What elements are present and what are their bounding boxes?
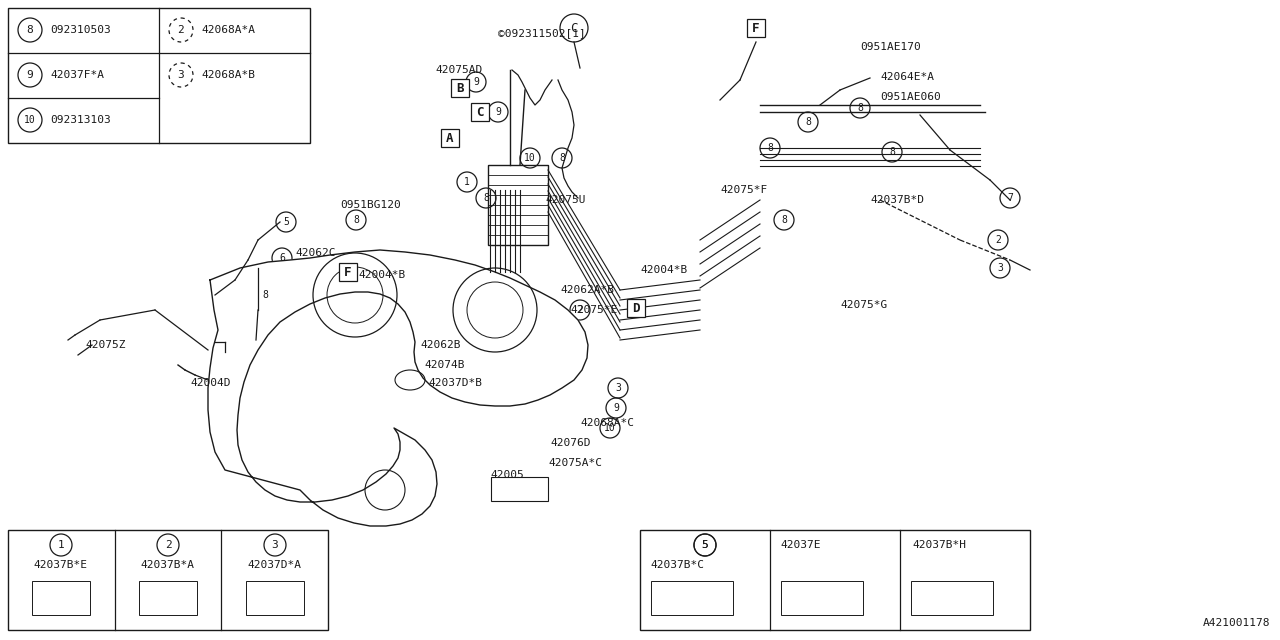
Text: 10: 10	[604, 423, 616, 433]
Text: D: D	[632, 301, 640, 314]
Bar	[451, 79, 468, 97]
Bar	[488, 165, 548, 245]
Text: 2: 2	[577, 305, 582, 315]
Bar	[8, 530, 328, 630]
Text: 42075Z: 42075Z	[84, 340, 125, 350]
Text: 0951BG120: 0951BG120	[340, 200, 401, 210]
Text: 42037E: 42037E	[780, 540, 820, 550]
Text: 42037B*H: 42037B*H	[911, 540, 966, 550]
Text: 5: 5	[283, 217, 289, 227]
Bar	[748, 19, 765, 37]
Text: 8: 8	[767, 143, 773, 153]
Text: 42075*G: 42075*G	[840, 300, 887, 310]
Text: 42037F*A: 42037F*A	[50, 70, 104, 80]
FancyBboxPatch shape	[246, 581, 305, 615]
Text: 1: 1	[58, 540, 64, 550]
Text: 6: 6	[279, 253, 285, 263]
Text: 42037D*B: 42037D*B	[428, 378, 483, 388]
Text: A: A	[447, 131, 453, 145]
FancyBboxPatch shape	[911, 581, 993, 615]
Text: 42075A*C: 42075A*C	[548, 458, 602, 468]
Text: 42037D*A: 42037D*A	[247, 560, 301, 570]
Text: B: B	[456, 81, 463, 95]
Text: 42074B: 42074B	[424, 360, 465, 370]
Text: 42037B*E: 42037B*E	[33, 560, 87, 570]
Text: 42004*B: 42004*B	[640, 265, 687, 275]
Text: 8: 8	[353, 215, 358, 225]
Text: C: C	[476, 106, 484, 118]
Text: 3: 3	[997, 263, 1004, 273]
Text: 5: 5	[701, 540, 708, 550]
Text: 9: 9	[495, 107, 500, 117]
Text: 092310503: 092310503	[50, 25, 111, 35]
Text: 42075AD: 42075AD	[435, 65, 483, 75]
Text: 42076D: 42076D	[550, 438, 590, 448]
Text: 0951AE060: 0951AE060	[881, 92, 941, 102]
Text: 42068A*C: 42068A*C	[580, 418, 634, 428]
Text: 42062B: 42062B	[420, 340, 461, 350]
Text: ©092311502[1]: ©092311502[1]	[498, 28, 586, 38]
Text: 8: 8	[890, 147, 895, 157]
Bar	[471, 103, 489, 121]
Text: 2: 2	[165, 540, 172, 550]
Text: 3: 3	[616, 383, 621, 393]
Text: F: F	[753, 22, 760, 35]
Text: 42064E*A: 42064E*A	[881, 72, 934, 82]
FancyBboxPatch shape	[492, 477, 548, 501]
Text: 8: 8	[858, 103, 863, 113]
Bar	[640, 530, 1030, 630]
FancyBboxPatch shape	[652, 581, 733, 615]
Text: 8: 8	[781, 215, 787, 225]
Text: 8: 8	[559, 153, 564, 163]
Text: 2: 2	[178, 25, 184, 35]
Text: 42062C: 42062C	[294, 248, 335, 258]
Text: 8: 8	[262, 290, 268, 300]
Text: 42004*B: 42004*B	[358, 270, 406, 280]
Text: 42068A*A: 42068A*A	[201, 25, 255, 35]
Text: 42004D: 42004D	[189, 378, 230, 388]
Bar	[627, 299, 645, 317]
Text: 9: 9	[613, 403, 620, 413]
Text: 10: 10	[524, 153, 536, 163]
Text: 42037B*A: 42037B*A	[140, 560, 195, 570]
FancyBboxPatch shape	[140, 581, 197, 615]
Text: F: F	[344, 266, 352, 278]
Polygon shape	[207, 250, 588, 526]
Text: 42075U: 42075U	[545, 195, 585, 205]
Text: 3: 3	[178, 70, 184, 80]
Text: 092313103: 092313103	[50, 115, 111, 125]
Text: 42075*F: 42075*F	[719, 185, 767, 195]
Bar	[442, 129, 460, 147]
Text: 42005: 42005	[490, 470, 524, 480]
Text: 42068A*B: 42068A*B	[201, 70, 255, 80]
Bar	[8, 8, 310, 143]
Text: 9: 9	[474, 77, 479, 87]
Text: 42037B*D: 42037B*D	[870, 195, 924, 205]
Text: 3: 3	[271, 540, 278, 550]
Text: 42037B*C: 42037B*C	[650, 560, 704, 570]
Text: 8: 8	[27, 25, 33, 35]
Text: 1: 1	[465, 177, 470, 187]
Text: 8: 8	[805, 117, 812, 127]
Text: 5: 5	[701, 540, 708, 550]
Text: 42062A*B: 42062A*B	[561, 285, 614, 295]
Text: 8: 8	[483, 193, 489, 203]
Text: 2: 2	[995, 235, 1001, 245]
Text: 7: 7	[1007, 193, 1012, 203]
Text: 42075*E: 42075*E	[570, 305, 617, 315]
Text: C: C	[571, 22, 577, 35]
Text: 0951AE170: 0951AE170	[860, 42, 920, 52]
FancyBboxPatch shape	[32, 581, 90, 615]
Text: 9: 9	[27, 70, 33, 80]
Bar	[339, 263, 357, 281]
Text: A421001178: A421001178	[1202, 618, 1270, 628]
FancyBboxPatch shape	[781, 581, 863, 615]
Text: 10: 10	[24, 115, 36, 125]
